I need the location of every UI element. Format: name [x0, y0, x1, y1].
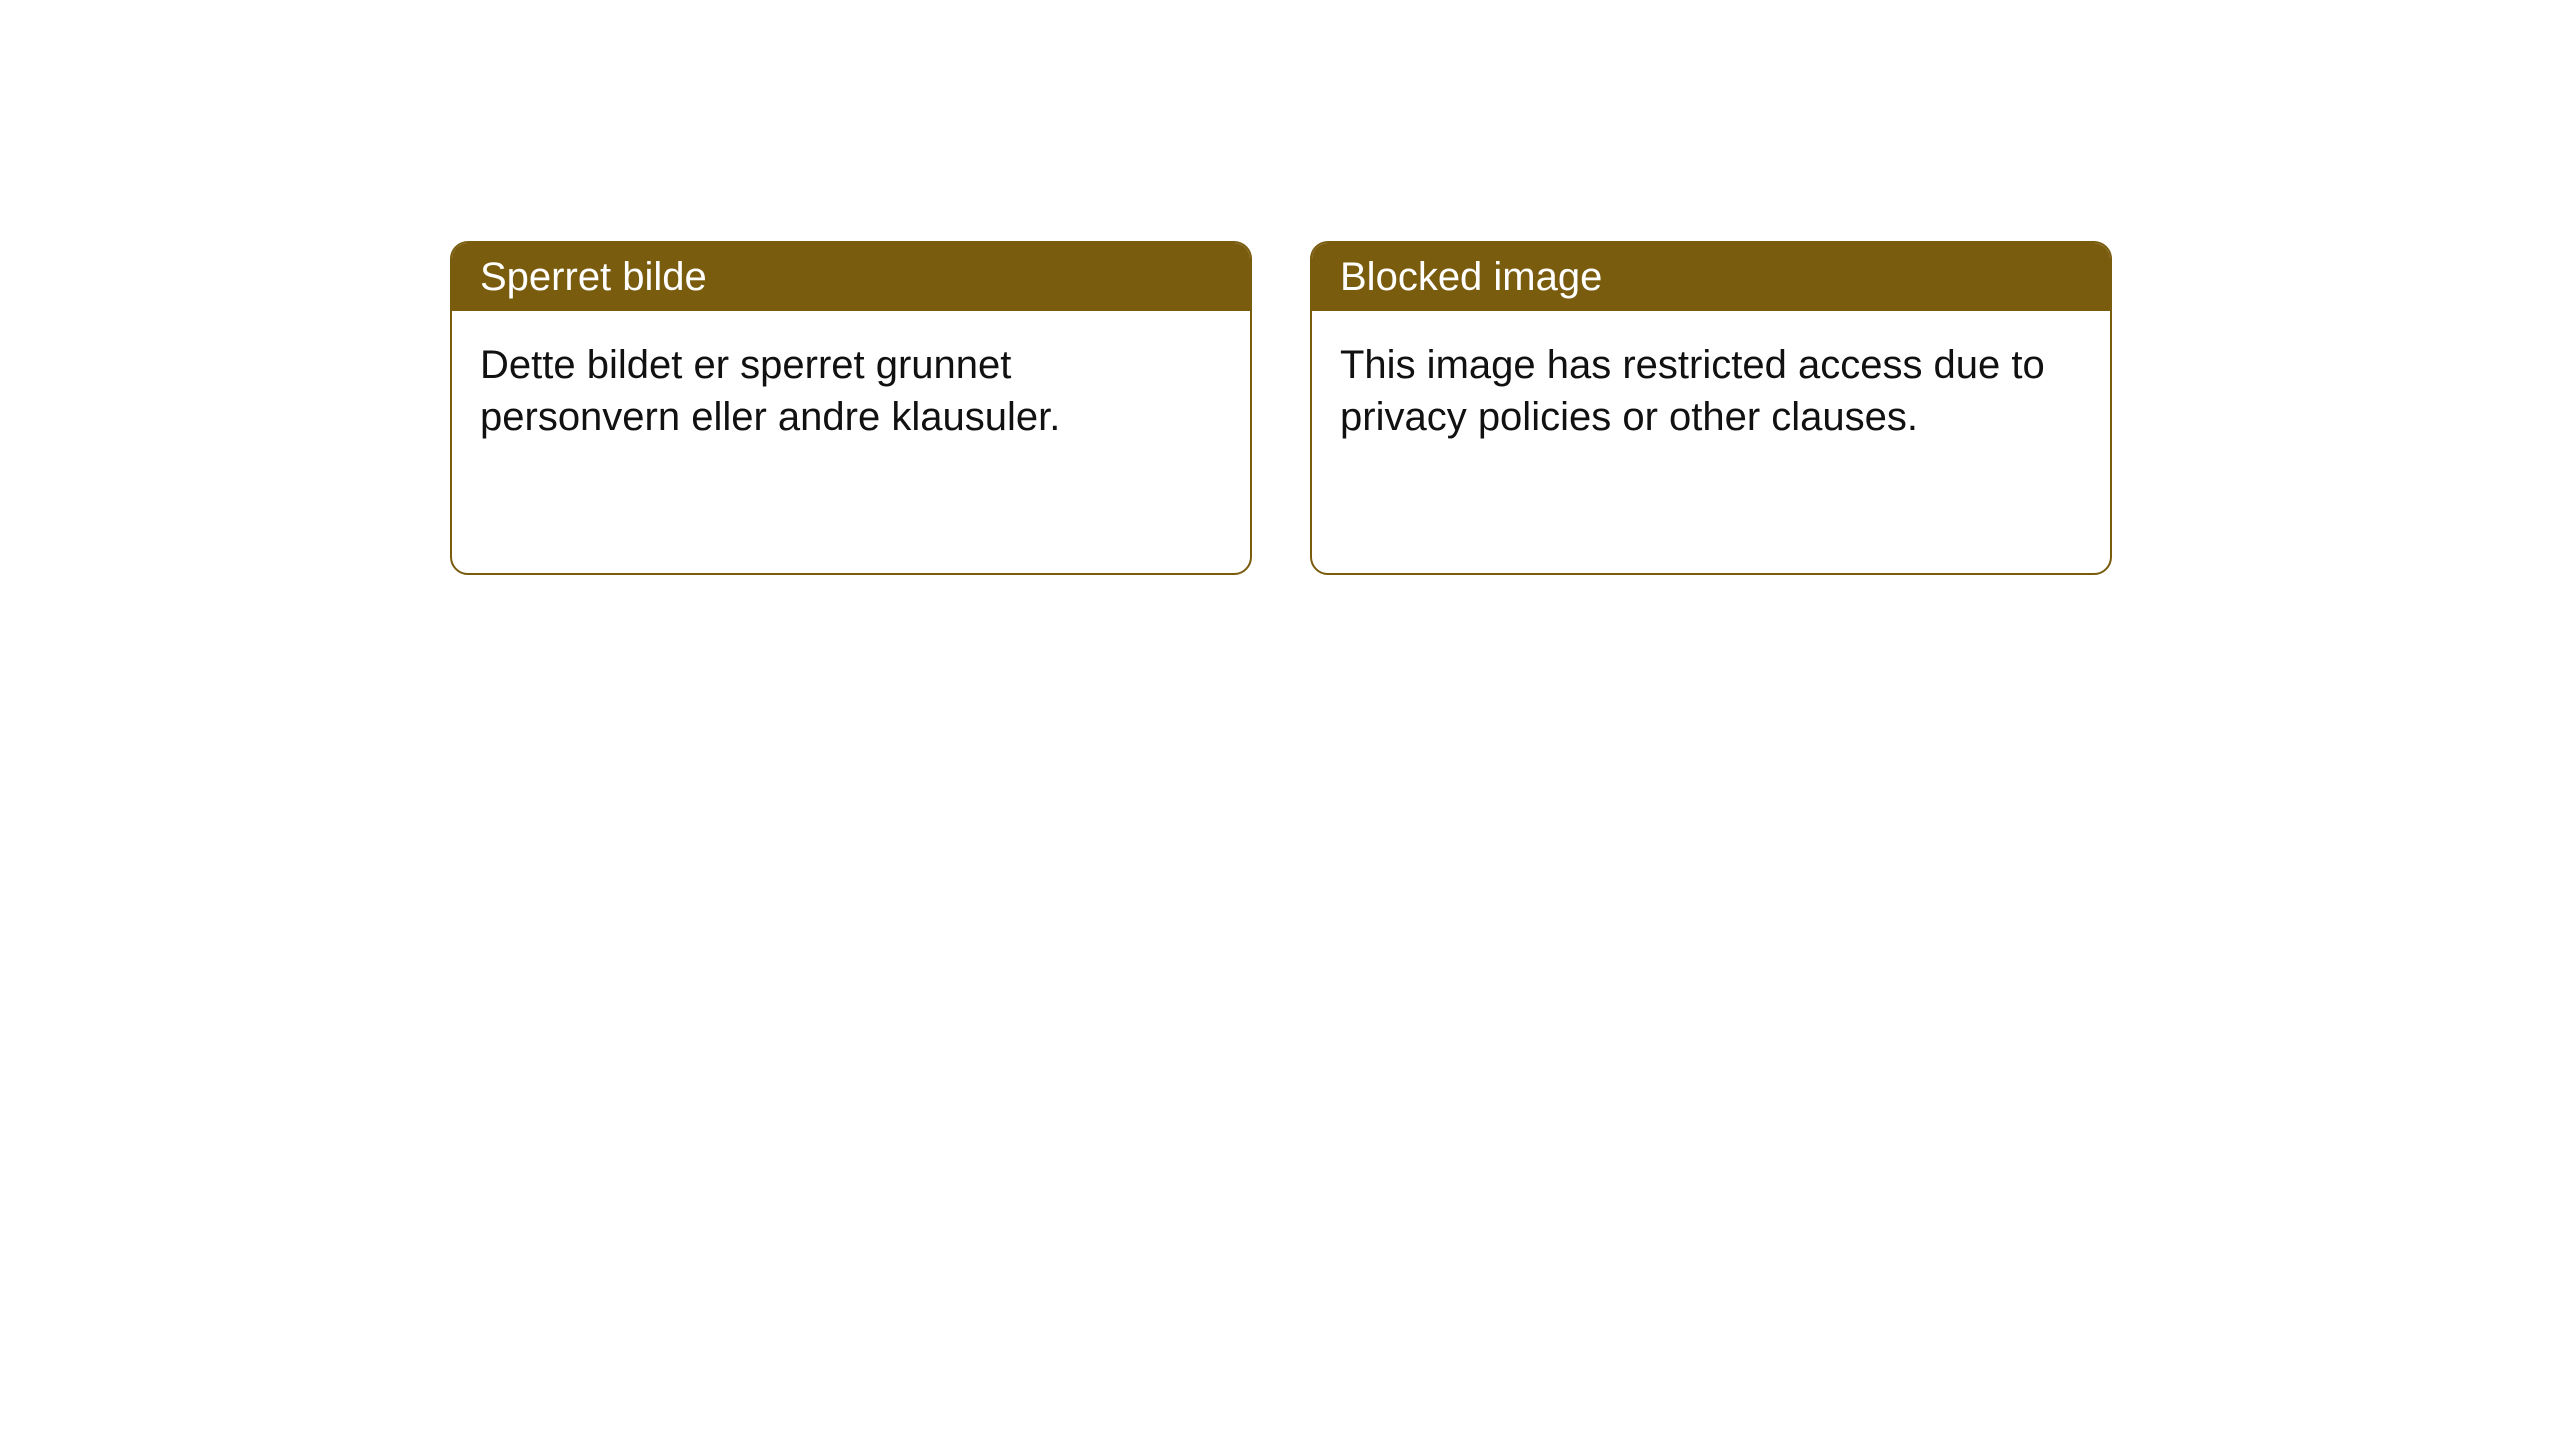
notice-body: This image has restricted access due to … — [1312, 311, 2110, 471]
notice-header: Blocked image — [1312, 243, 2110, 311]
notice-container: Sperret bilde Dette bildet er sperret gr… — [0, 0, 2560, 575]
notice-header: Sperret bilde — [452, 243, 1250, 311]
notice-body: Dette bildet er sperret grunnet personve… — [452, 311, 1250, 471]
notice-card-english: Blocked image This image has restricted … — [1310, 241, 2112, 575]
notice-card-norwegian: Sperret bilde Dette bildet er sperret gr… — [450, 241, 1252, 575]
